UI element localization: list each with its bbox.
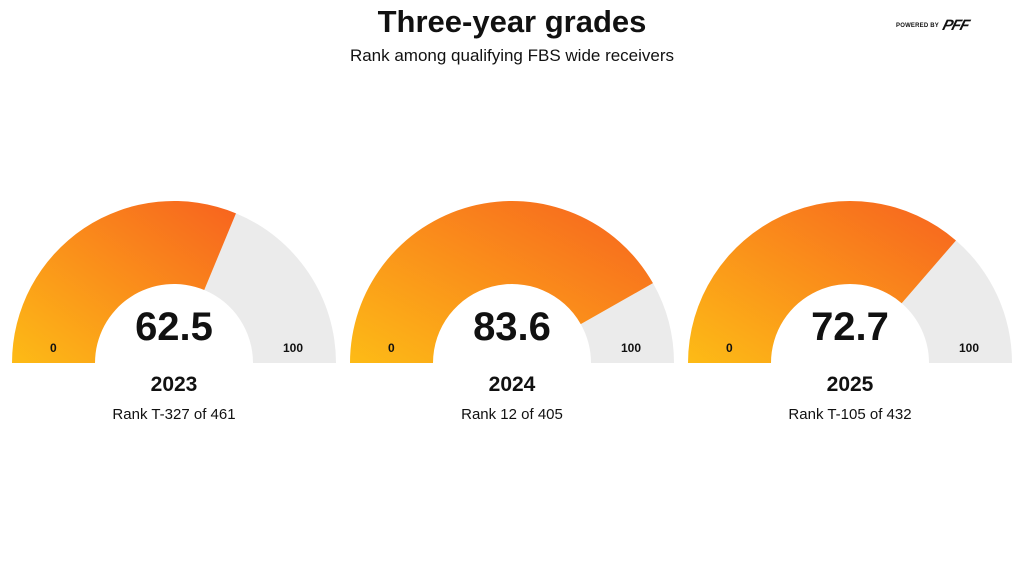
gauge-max-label: 100: [959, 341, 980, 355]
powered-by-text: POWERED BY: [896, 22, 940, 29]
gauge-track-2025: [901, 240, 1012, 363]
gauge-value: 72.7: [811, 305, 889, 349]
gauge-fill-2023: [12, 201, 236, 363]
gauge-year: 2023: [150, 373, 198, 396]
gauge-max-label: 100: [283, 341, 304, 355]
chart-title: Three-year grades: [377, 4, 647, 39]
gauge-fill-2025: [688, 201, 956, 363]
gauge-min-label: 0: [388, 341, 395, 355]
gauge-year: 2024: [488, 373, 536, 396]
gauge-track-2024: [580, 283, 674, 363]
gauge-value: 62.5: [135, 305, 213, 349]
gauge-year: 2025: [826, 373, 874, 396]
pff-logo: POWERED BY PFF: [896, 17, 971, 34]
gauge-fill-2024: [350, 200, 653, 363]
gauge-rank: Rank T-327 of 461: [112, 406, 236, 423]
gauge-track-2023: [204, 213, 336, 363]
chart-subtitle: Rank among qualifying FBS wide receivers: [349, 46, 675, 65]
gauge-rank: Rank T-105 of 432: [788, 406, 912, 423]
gauge-min-label: 0: [50, 341, 57, 355]
gauge-min-label: 0: [726, 341, 733, 355]
gauge-value: 83.6: [473, 305, 551, 349]
gauge-rank: Rank 12 of 405: [461, 406, 563, 423]
gauge-max-label: 100: [621, 341, 642, 355]
